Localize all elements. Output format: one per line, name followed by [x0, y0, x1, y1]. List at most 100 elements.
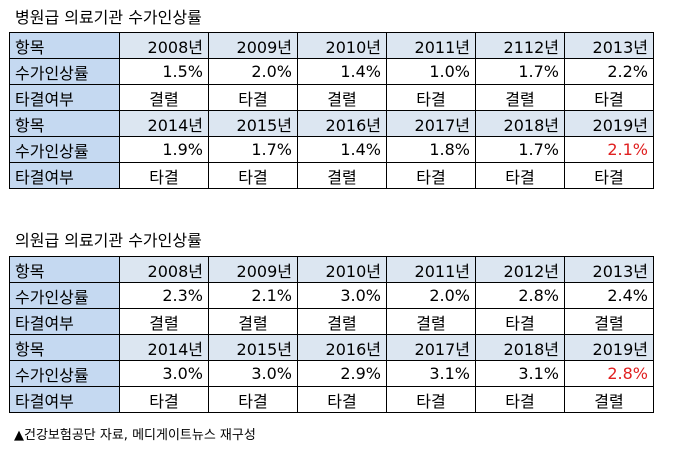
year-cell: 2016년	[297, 110, 387, 137]
result-cell: 타결	[475, 308, 565, 335]
row-header: 항목	[9, 256, 120, 283]
year-cell: 2010년	[297, 256, 387, 283]
rate-cell: 1.9%	[119, 136, 209, 163]
source-footnote: ▲건강보험공단 자료, 메디게이트뉴스 재구성	[14, 428, 256, 443]
rate-cell: 3.0%	[208, 360, 298, 387]
rate-cell: 1.0%	[386, 58, 476, 85]
year-cell: 2014년	[119, 110, 209, 137]
year-cell: 2112년	[475, 32, 565, 59]
row-header: 수가인상률	[9, 282, 120, 309]
rate-cell: 2.0%	[208, 58, 298, 85]
rate-cell: 2.9%	[297, 360, 387, 387]
rate-cell: 2.3%	[119, 282, 209, 309]
result-cell: 타결	[386, 386, 476, 413]
year-cell: 2011년	[386, 256, 476, 283]
result-cell: 타결	[208, 162, 298, 189]
year-cell: 2017년	[386, 334, 476, 361]
result-cell: 타결	[475, 162, 565, 189]
rate-cell: 1.4%	[297, 136, 387, 163]
result-cell: 결렬	[119, 308, 209, 335]
row-header: 수가인상률	[9, 58, 120, 85]
result-cell: 결렬	[386, 308, 476, 335]
year-cell: 2009년	[208, 256, 298, 283]
rate-cell: 2.2%	[564, 58, 654, 85]
rate-cell: 2.0%	[386, 282, 476, 309]
row-header: 타결여부	[9, 84, 120, 111]
highlighted-rate-cell: 2.8%	[564, 360, 654, 387]
clinic-title: 의원급 의료기관 수가인상률	[15, 231, 202, 250]
table-row: 항목 2008년 2009년 2010년 2011년 2112년 2013년	[9, 32, 654, 59]
row-header: 타결여부	[9, 386, 120, 413]
year-cell: 2017년	[386, 110, 476, 137]
year-cell: 2016년	[297, 334, 387, 361]
result-cell: 타결	[386, 84, 476, 111]
year-cell: 2013년	[564, 32, 654, 59]
year-cell: 2019년	[564, 110, 654, 137]
rate-cell: 1.8%	[386, 136, 476, 163]
rate-cell: 1.7%	[475, 136, 565, 163]
year-cell: 2010년	[297, 32, 387, 59]
year-cell: 2018년	[475, 110, 565, 137]
result-cell: 결렬	[475, 84, 565, 111]
year-cell: 2008년	[119, 32, 209, 59]
rate-cell: 1.4%	[297, 58, 387, 85]
clinic-table: 항목 2008년 2009년 2010년 2011년 2012년 2013년 수…	[9, 256, 654, 413]
row-header: 수가인상률	[9, 136, 120, 163]
year-cell: 2015년	[208, 334, 298, 361]
row-header: 타결여부	[9, 308, 120, 335]
result-cell: 타결	[564, 84, 654, 111]
row-header: 항목	[9, 32, 120, 59]
result-cell: 타결	[297, 386, 387, 413]
year-cell: 2019년	[564, 334, 654, 361]
year-cell: 2018년	[475, 334, 565, 361]
result-cell: 타결	[208, 386, 298, 413]
rate-cell: 3.1%	[386, 360, 476, 387]
table-row: 타결여부 타결 타결 타결 타결 타결 결렬	[9, 386, 654, 413]
year-cell: 2012년	[475, 256, 565, 283]
result-cell: 결렬	[119, 84, 209, 111]
table-row: 항목 2014년 2015년 2016년 2017년 2018년 2019년	[9, 110, 654, 137]
rate-cell: 1.7%	[475, 58, 565, 85]
result-cell: 결렬	[564, 308, 654, 335]
table-row: 항목 2014년 2015년 2016년 2017년 2018년 2019년	[9, 334, 654, 361]
table-row: 타결여부 결렬 결렬 결렬 결렬 타결 결렬	[9, 308, 654, 335]
table-row: 수가인상률 3.0% 3.0% 2.9% 3.1% 3.1% 2.8%	[9, 360, 654, 387]
result-cell: 결렬	[297, 84, 387, 111]
row-header: 항목	[9, 334, 120, 361]
year-cell: 2009년	[208, 32, 298, 59]
table-row: 타결여부 결렬 타결 결렬 타결 결렬 타결	[9, 84, 654, 111]
rate-cell: 3.1%	[475, 360, 565, 387]
hospital-table: 항목 2008년 2009년 2010년 2011년 2112년 2013년 수…	[9, 32, 654, 189]
result-cell: 타결	[386, 162, 476, 189]
rate-cell: 3.0%	[297, 282, 387, 309]
table-row: 수가인상률 1.5% 2.0% 1.4% 1.0% 1.7% 2.2%	[9, 58, 654, 85]
table-row: 항목 2008년 2009년 2010년 2011년 2012년 2013년	[9, 256, 654, 283]
table-row: 수가인상률 1.9% 1.7% 1.4% 1.8% 1.7% 2.1%	[9, 136, 654, 163]
table-row: 타결여부 타결 타결 결렬 타결 타결 타결	[9, 162, 654, 189]
year-cell: 2008년	[119, 256, 209, 283]
row-header: 타결여부	[9, 162, 120, 189]
row-header: 항목	[9, 110, 120, 137]
rate-cell: 2.1%	[208, 282, 298, 309]
rate-cell: 1.5%	[119, 58, 209, 85]
rate-cell: 1.7%	[208, 136, 298, 163]
result-cell: 타결	[475, 386, 565, 413]
year-cell: 2013년	[564, 256, 654, 283]
hospital-title: 병원급 의료기관 수가인상률	[15, 8, 202, 27]
result-cell: 타결	[119, 162, 209, 189]
result-cell: 결렬	[208, 308, 298, 335]
rate-cell: 3.0%	[119, 360, 209, 387]
rate-cell: 2.4%	[564, 282, 654, 309]
result-cell: 타결	[564, 162, 654, 189]
row-header: 수가인상률	[9, 360, 120, 387]
rate-cell: 2.8%	[475, 282, 565, 309]
year-cell: 2014년	[119, 334, 209, 361]
result-cell: 결렬	[564, 386, 654, 413]
year-cell: 2011년	[386, 32, 476, 59]
result-cell: 결렬	[297, 162, 387, 189]
result-cell: 타결	[119, 386, 209, 413]
year-cell: 2015년	[208, 110, 298, 137]
table-row: 수가인상률 2.3% 2.1% 3.0% 2.0% 2.8% 2.4%	[9, 282, 654, 309]
highlighted-rate-cell: 2.1%	[564, 136, 654, 163]
result-cell: 결렬	[297, 308, 387, 335]
